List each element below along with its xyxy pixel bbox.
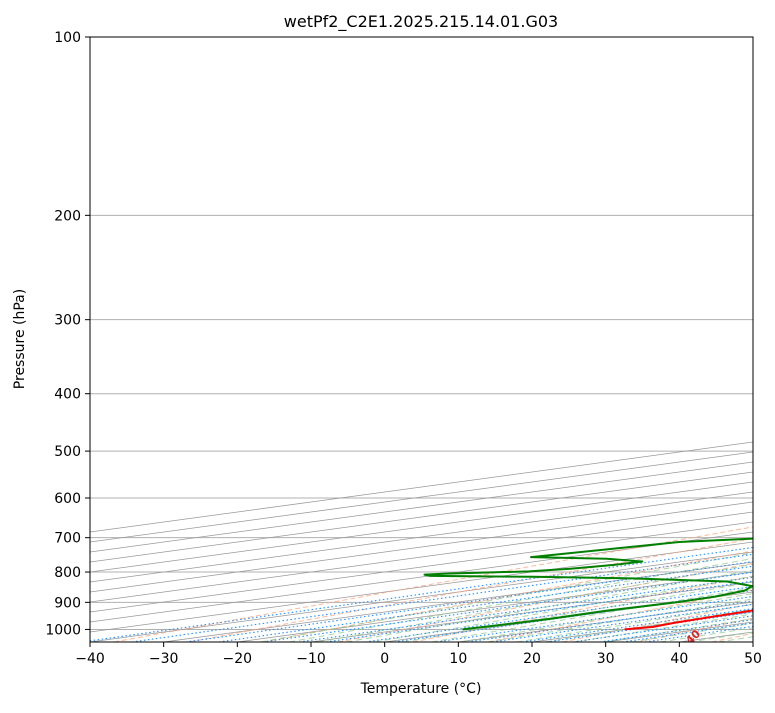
x-tick-label: 0	[380, 651, 389, 667]
y-tick-label: 200	[54, 208, 81, 224]
y-tick-label: 500	[54, 444, 81, 460]
x-tick-label: −10	[296, 651, 326, 667]
x-tick-label: 30	[597, 651, 615, 667]
x-tick-label: 40	[670, 651, 688, 667]
y-tick-label: 100	[54, 30, 81, 46]
x-tick-label: −40	[75, 651, 105, 667]
y-tick-label: 300	[54, 313, 81, 329]
y-axis-title: Pressure (hPa)	[12, 289, 28, 389]
x-axis-title: Temperature (°C)	[360, 681, 482, 697]
y-tick-label: 800	[54, 565, 81, 581]
x-tick-label: −20	[223, 651, 253, 667]
y-tick-label: 600	[54, 491, 81, 507]
x-tick-label: −30	[149, 651, 179, 667]
y-tick-label: 400	[54, 387, 81, 403]
x-tick-label: 50	[744, 651, 762, 667]
y-tick-label: 700	[54, 531, 81, 547]
chart-title: wetPf2_C2E1.2025.215.14.01.G03	[284, 12, 558, 32]
x-tick-label: 20	[523, 651, 541, 667]
y-tick-label: 900	[54, 595, 81, 611]
x-tick-label: 10	[449, 651, 467, 667]
y-tick-label: 1000	[45, 622, 81, 638]
